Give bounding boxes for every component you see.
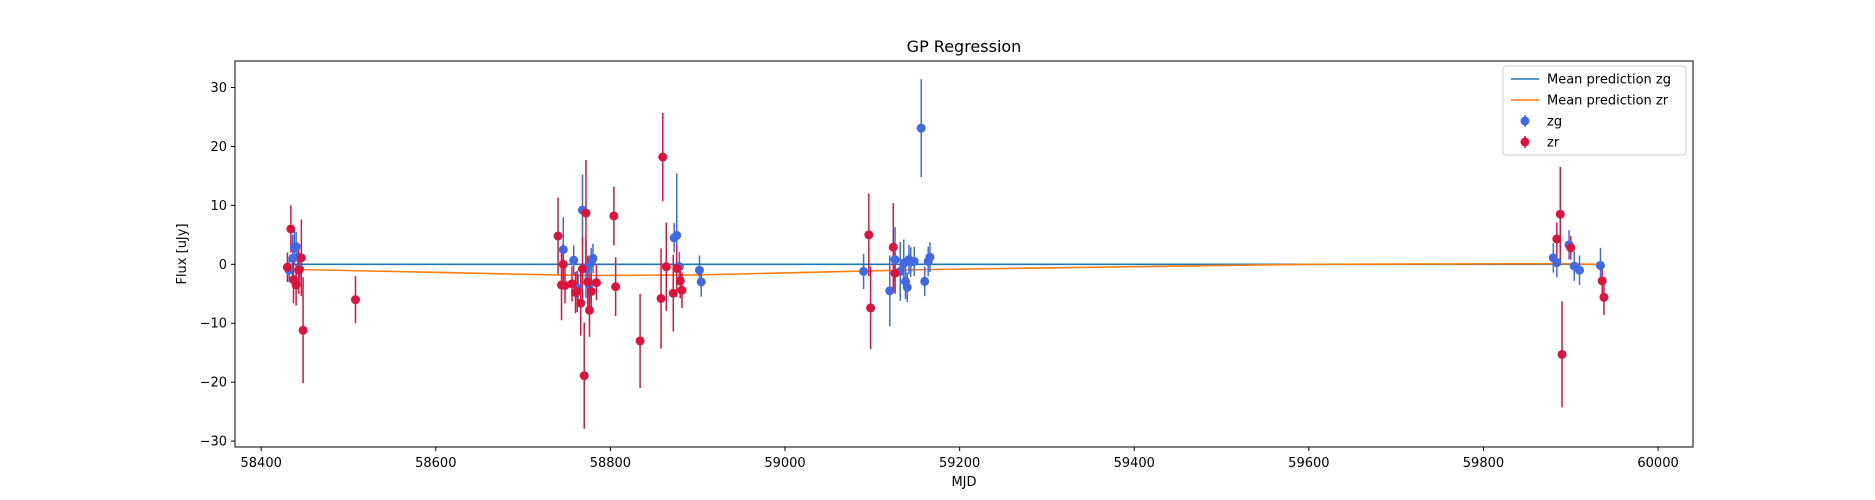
legend-label: Mean prediction zr — [1547, 94, 1669, 109]
point-zr — [611, 282, 621, 292]
legend: Mean prediction zg Mean prediction zr zg zr — [1502, 65, 1687, 156]
x-tick-label: 60000 — [1637, 456, 1678, 471]
legend-label: zg — [1547, 115, 1562, 130]
point-zg — [920, 276, 930, 286]
point-zg — [925, 252, 935, 262]
point-zr — [282, 262, 292, 272]
point-zg — [859, 266, 869, 276]
point-zr — [1557, 349, 1567, 359]
point-zr — [656, 293, 666, 303]
point-zr — [661, 262, 671, 272]
point-zr — [572, 286, 582, 296]
point-zr — [591, 278, 601, 288]
x-tick-label: 59000 — [764, 456, 805, 471]
point-zr — [1597, 276, 1607, 286]
point-zg — [696, 277, 706, 287]
y-axis-label: Flux [uJy] — [175, 223, 190, 284]
point-zr — [567, 279, 577, 289]
mean-prediction-lines — [287, 262, 1602, 277]
x-tick-label: 59200 — [939, 456, 980, 471]
point-zr — [584, 305, 594, 315]
y-tick-label: −20 — [200, 376, 227, 391]
point-zr — [586, 286, 596, 296]
point-zg — [1595, 260, 1605, 270]
point-zr — [635, 336, 645, 346]
point-zr — [291, 280, 301, 290]
point-zg — [672, 230, 682, 240]
y-tick-label: −30 — [200, 435, 227, 450]
point-zg — [694, 265, 704, 275]
point-zg — [890, 255, 900, 265]
point-zr — [553, 231, 563, 241]
y-axis-ticks: −30 −20 −10 0 10 20 30 — [200, 81, 235, 450]
point-zg — [291, 242, 301, 252]
point-zr — [609, 211, 619, 221]
line-mean-prediction-zr — [287, 262, 1602, 277]
point-zr — [350, 295, 360, 305]
point-zg — [885, 286, 895, 296]
point-zr — [677, 285, 687, 295]
point-zr — [1566, 243, 1576, 253]
point-zr — [577, 264, 587, 274]
point-zg — [569, 255, 579, 265]
legend-box — [1502, 65, 1687, 156]
point-zr — [558, 259, 568, 269]
point-zg — [558, 245, 568, 255]
point-zr — [294, 265, 304, 275]
point-zr — [668, 288, 678, 298]
point-zr — [672, 263, 682, 273]
point-zr — [888, 242, 898, 252]
point-zr — [1552, 234, 1562, 244]
x-tick-label: 58600 — [415, 456, 456, 471]
point-zg — [1552, 258, 1562, 268]
point-zg — [916, 123, 926, 133]
legend-point-swatch — [1520, 116, 1530, 126]
x-tick-label: 59400 — [1114, 456, 1155, 471]
point-zg — [588, 253, 598, 263]
legend-label: zr — [1547, 136, 1560, 151]
x-tick-label: 59800 — [1463, 456, 1504, 471]
x-tick-label: 59600 — [1288, 456, 1329, 471]
y-tick-label: −10 — [200, 317, 227, 332]
y-tick-label: 10 — [210, 199, 227, 214]
point-zg — [909, 256, 919, 266]
x-axis-ticks: 58400 58600 58800 59000 59200 59400 59600 59800… — [241, 447, 1679, 471]
point-zr — [298, 325, 308, 335]
data-points — [282, 123, 1609, 381]
chart-title: GP Regression — [907, 37, 1022, 56]
point-zr — [286, 224, 296, 234]
y-tick-label: 20 — [210, 140, 227, 155]
point-zr — [675, 276, 685, 286]
x-tick-label: 58400 — [241, 456, 282, 471]
point-zr — [579, 371, 589, 381]
point-zg — [1575, 265, 1585, 275]
point-zg — [902, 282, 912, 292]
point-zr — [890, 268, 900, 278]
axes-frame — [234, 60, 1694, 448]
y-tick-label: 30 — [210, 81, 227, 96]
legend-point-swatch — [1520, 137, 1530, 147]
point-zr — [864, 230, 874, 240]
point-zr — [296, 253, 306, 263]
point-zr — [1599, 292, 1609, 302]
point-zr — [560, 281, 570, 291]
point-zr — [658, 152, 668, 162]
y-tick-label: 0 — [219, 258, 227, 273]
point-zr — [866, 303, 876, 313]
x-axis-label: MJD — [951, 475, 976, 490]
legend-label: Mean prediction zg — [1547, 73, 1671, 88]
point-zr — [583, 277, 593, 287]
point-zr — [576, 298, 586, 308]
point-zr — [1555, 209, 1565, 219]
x-tick-label: 58800 — [590, 456, 631, 471]
point-zr — [581, 208, 591, 218]
error-bars — [286, 79, 1605, 429]
